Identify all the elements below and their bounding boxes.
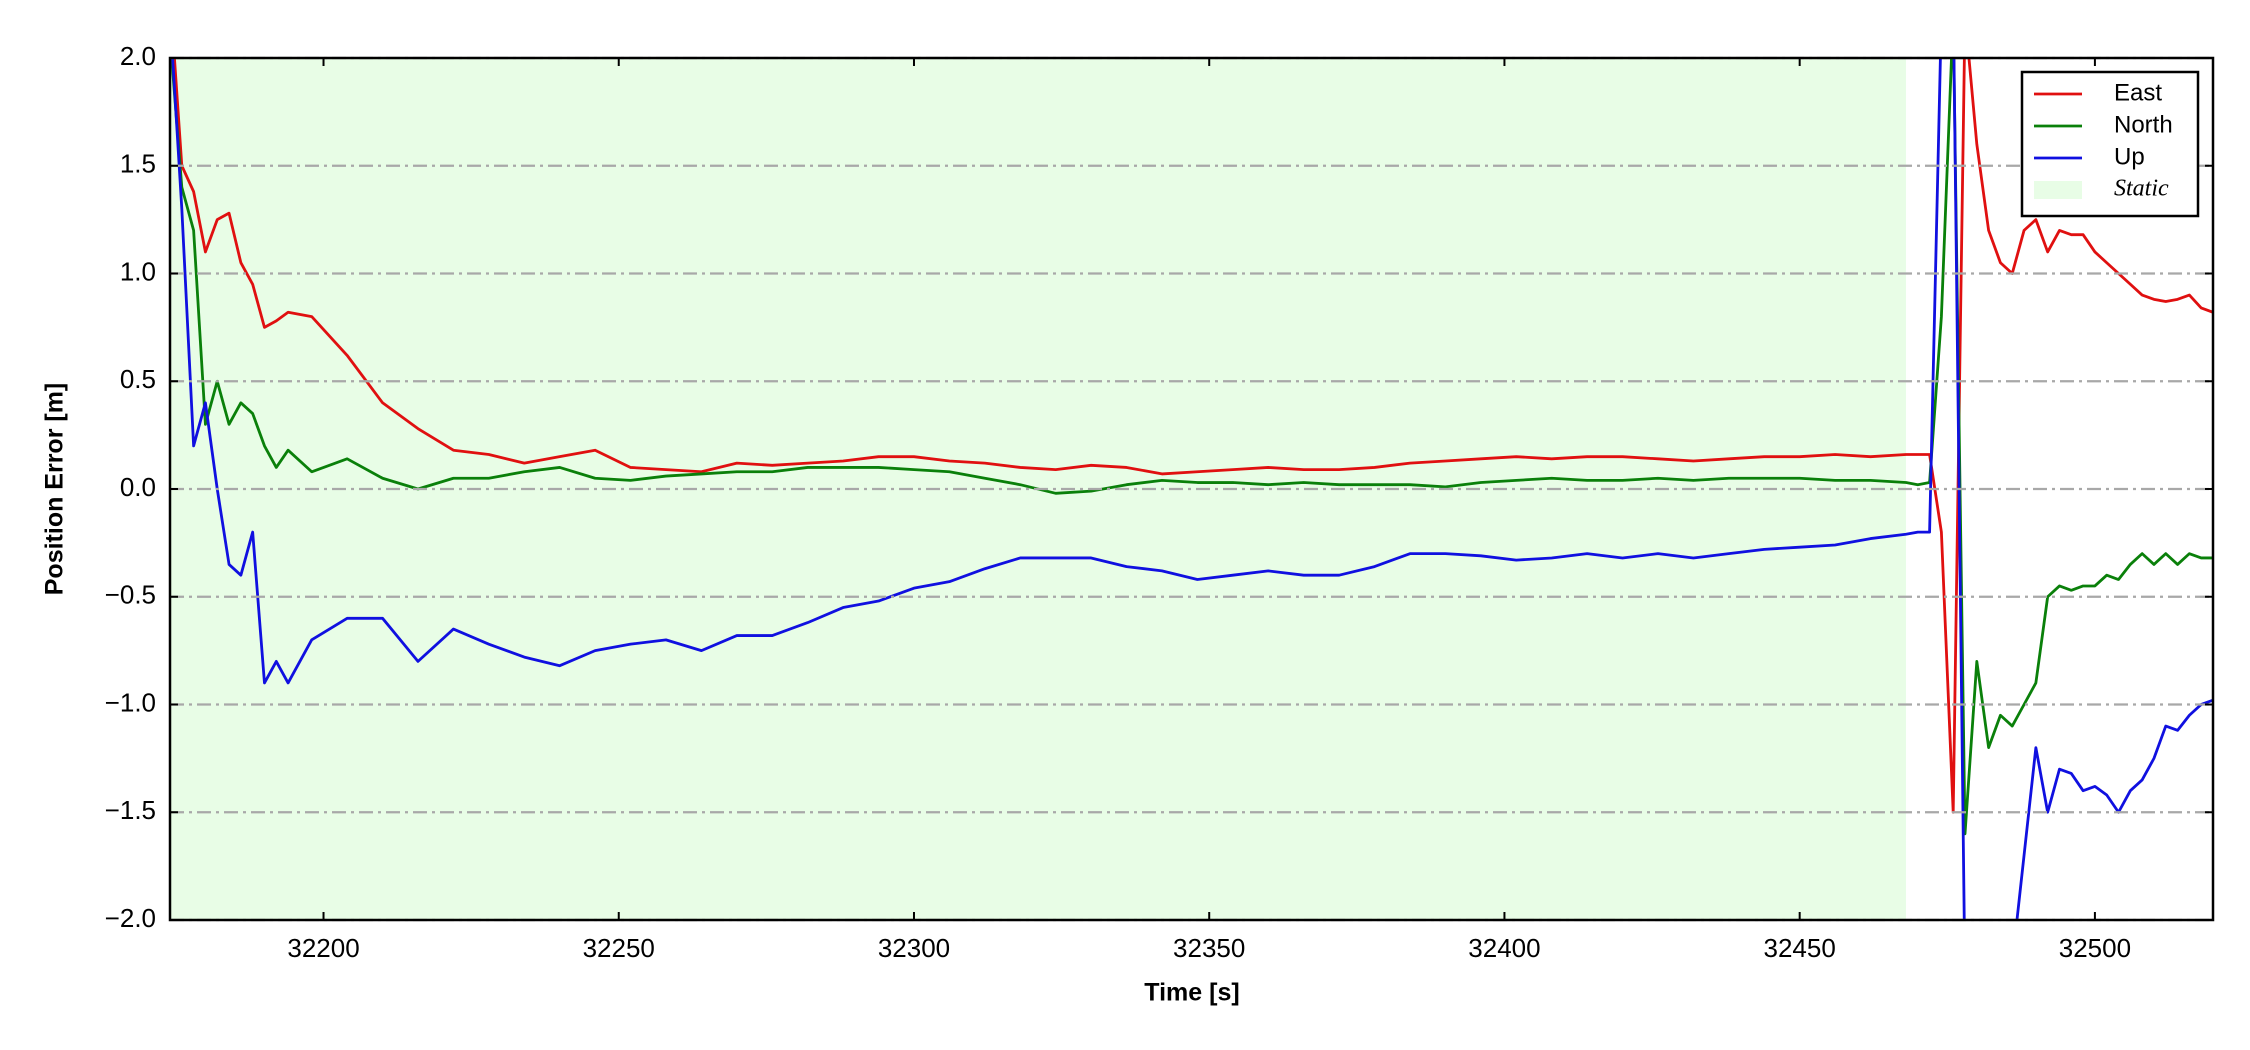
plot-frame <box>168 56 2215 922</box>
y-axis-label: Position Error [m] <box>41 383 69 596</box>
x-tick-label: 32450 <box>1764 933 1836 963</box>
x-tick-label: 32250 <box>583 933 655 963</box>
series-line <box>171 58 2213 920</box>
legend-label: East <box>2114 79 2162 106</box>
legend-label: Up <box>2114 143 2145 170</box>
y-tick-label: 1.5 <box>120 149 156 179</box>
x-tick-label: 32350 <box>1173 933 1245 963</box>
series-line <box>170 58 2213 836</box>
x-tick-label: 32400 <box>1468 933 1540 963</box>
y-tick-label: −0.5 <box>105 580 156 610</box>
legend: East North Up Static <box>2020 70 2200 218</box>
y-tick-label: −1.5 <box>105 795 156 825</box>
y-tick-label: −1.0 <box>105 687 156 717</box>
y-tick-label: 2.0 <box>120 41 156 71</box>
x-tick-label: 32200 <box>287 933 359 963</box>
y-tick-label: 1.0 <box>120 256 156 286</box>
x-tick-label: 32500 <box>2059 933 2131 963</box>
x-tick-label: 32300 <box>878 933 950 963</box>
legend-label: North <box>2114 111 2173 138</box>
legend-swatch <box>2034 181 2082 199</box>
x-axis-label: Time [s] <box>1144 979 1239 1007</box>
legend-label: Static <box>2114 176 2169 202</box>
y-tick-label: 0.5 <box>120 364 156 394</box>
y-tick-label: −2.0 <box>105 903 156 933</box>
plot-area <box>170 58 2213 920</box>
series-line <box>173 58 2213 814</box>
y-tick-label: 0.0 <box>120 472 156 502</box>
